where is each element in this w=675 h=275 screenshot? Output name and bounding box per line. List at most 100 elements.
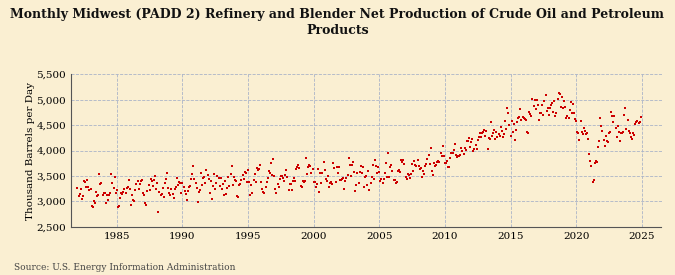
Point	[138, 191, 148, 195]
Point	[476, 135, 487, 139]
Point	[177, 181, 188, 185]
Point	[620, 106, 631, 110]
Point	[319, 167, 330, 172]
Point	[533, 103, 543, 108]
Point	[93, 192, 104, 197]
Point	[489, 128, 500, 132]
Point	[192, 200, 203, 205]
Point	[148, 178, 159, 183]
Point	[92, 193, 103, 198]
Point	[344, 163, 355, 167]
Point	[127, 193, 138, 197]
Point	[527, 97, 538, 101]
Point	[614, 130, 624, 135]
Point	[500, 119, 510, 124]
Point	[459, 146, 470, 151]
Point	[630, 122, 641, 127]
Point	[519, 117, 530, 122]
Point	[304, 163, 315, 167]
Point	[545, 103, 556, 107]
Point	[522, 131, 533, 135]
Point	[284, 182, 295, 186]
Point	[597, 129, 608, 133]
Point	[383, 151, 394, 155]
Point	[124, 186, 135, 191]
Point	[328, 161, 339, 165]
Point	[434, 160, 445, 164]
Point	[105, 191, 115, 195]
Point	[272, 182, 283, 186]
Point	[563, 116, 574, 121]
Point	[562, 114, 573, 119]
Point	[212, 174, 223, 178]
Point	[317, 171, 328, 175]
Point	[339, 187, 350, 191]
Point	[309, 180, 320, 185]
Point	[404, 173, 414, 178]
Point	[372, 170, 383, 175]
Point	[418, 172, 429, 176]
Point	[384, 175, 395, 179]
Point	[182, 198, 192, 202]
Point	[171, 176, 182, 180]
Point	[455, 153, 466, 157]
Point	[242, 180, 252, 184]
Point	[556, 104, 566, 109]
Point	[605, 110, 616, 114]
Point	[191, 186, 202, 191]
Point	[388, 178, 399, 182]
Point	[199, 175, 210, 180]
Point	[508, 122, 519, 126]
Point	[580, 132, 591, 136]
Point	[215, 176, 226, 181]
Point	[420, 164, 431, 168]
Point	[94, 172, 105, 177]
Point	[529, 98, 540, 102]
Point	[333, 164, 344, 169]
Point	[126, 203, 136, 207]
Point	[501, 127, 512, 131]
Point	[99, 191, 110, 195]
Point	[600, 134, 611, 138]
Point	[599, 144, 610, 148]
Point	[194, 188, 205, 192]
Point	[433, 159, 443, 163]
Point	[245, 193, 256, 197]
Point	[473, 135, 484, 139]
Point	[203, 176, 214, 181]
Point	[281, 167, 292, 172]
Point	[392, 180, 402, 185]
Point	[306, 170, 317, 175]
Point	[548, 109, 559, 114]
Point	[275, 174, 286, 178]
Point	[268, 157, 279, 161]
Point	[145, 177, 156, 182]
Point	[495, 124, 506, 129]
Point	[376, 177, 387, 182]
Point	[83, 185, 94, 189]
Point	[349, 170, 360, 174]
Point	[410, 163, 421, 167]
Point	[222, 186, 233, 190]
Point	[360, 174, 371, 179]
Point	[277, 174, 288, 178]
Point	[316, 181, 327, 185]
Point	[635, 115, 646, 119]
Point	[475, 131, 485, 136]
Point	[242, 167, 253, 172]
Point	[240, 170, 250, 174]
Point	[614, 139, 625, 143]
Point	[300, 179, 310, 183]
Point	[616, 131, 626, 135]
Point	[377, 181, 388, 185]
Point	[552, 97, 563, 101]
Point	[165, 193, 176, 197]
Point	[598, 138, 609, 142]
Point	[560, 105, 570, 110]
Point	[266, 161, 277, 166]
Point	[622, 117, 633, 122]
Point	[404, 176, 415, 180]
Point	[88, 199, 99, 204]
Point	[596, 124, 607, 128]
Point	[326, 180, 337, 185]
